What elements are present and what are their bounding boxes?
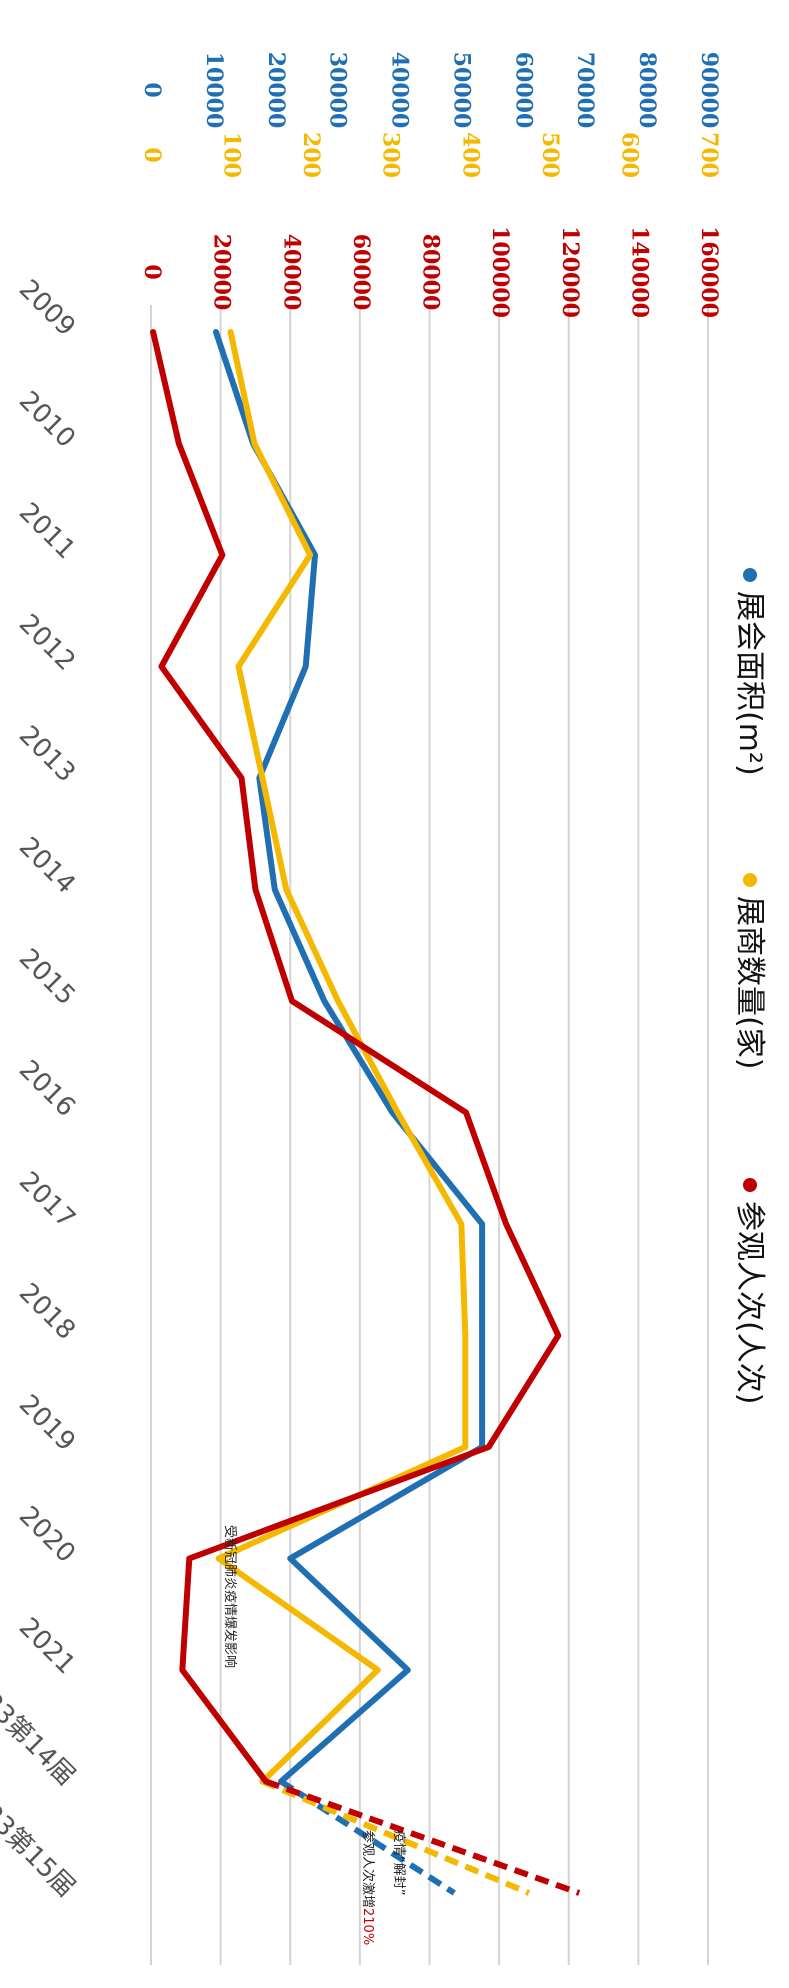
category-label: 2015	[13, 943, 81, 1011]
category-label: 2021	[13, 1612, 81, 1680]
series-lines	[150, 329, 581, 1896]
category-label: 2019	[13, 1389, 81, 1457]
tick-label-visitors: 100000	[487, 226, 513, 318]
tick-label-visitors: 20000	[209, 234, 235, 311]
tick-label-visitors: 140000	[626, 226, 652, 318]
tick-label-area: 80000	[634, 52, 660, 129]
tick-label-visitors: 0	[139, 264, 165, 279]
category-label: 2014	[13, 832, 81, 900]
tick-label-area: 50000	[448, 52, 474, 129]
category-label: 2010	[13, 386, 81, 454]
category-label: 2013	[13, 720, 81, 788]
annotation-reopen: 疫情“解封”	[391, 1830, 407, 1895]
category-label: 2016	[13, 1055, 81, 1123]
annotation-surge-value: 210%	[360, 1908, 375, 1945]
tick-label-visitors: 60000	[348, 234, 374, 311]
category-label: 2009	[13, 274, 81, 342]
category-label: 2011	[13, 497, 81, 565]
tick-label-area: 70000	[572, 52, 598, 129]
series-line	[150, 329, 562, 1785]
category-label: 2018	[13, 1278, 81, 1346]
tick-label-exhibitors: 500	[537, 132, 563, 178]
legend-item-area: 展会面积(m²)	[732, 568, 767, 776]
legend-label-area: 展会面积(m²)	[732, 591, 767, 776]
tick-label-area: 20000	[263, 52, 289, 129]
series-line	[215, 329, 469, 1785]
tick-label-area: 90000	[696, 52, 722, 129]
legend: 展会面积(m²) 展商数量(家) 参观人次(人次)	[732, 568, 767, 1404]
annotation-surge-prefix: 参观人次激增	[360, 1830, 376, 1908]
legend-item-visitors: 参观人次(人次)	[732, 1178, 767, 1404]
category-label: 2023第14届	[0, 1664, 81, 1792]
category-label: 2017	[13, 1166, 81, 1234]
x-axis-category-labels: 2009 2010 2011 2012 2013 2014 2015 2016 2017 2018…	[0, 274, 81, 1903]
tick-label-exhibitors: 600	[616, 132, 642, 178]
category-label: 2012	[13, 609, 81, 677]
legend-marker-visitors	[743, 1178, 757, 1192]
category-label: 2023第15届	[0, 1775, 81, 1903]
tick-label-exhibitors: 0	[139, 147, 165, 162]
annotations: 受新冠肺炎疫情爆发影响 疫情“解封” 参观人次激增210%	[222, 1525, 407, 1945]
tick-label-visitors: 80000	[418, 234, 444, 311]
tick-label-exhibitors: 400	[457, 132, 483, 178]
legend-label-exhibitors: 展商数量(家)	[732, 896, 767, 1069]
category-label: 2020	[13, 1501, 81, 1569]
legend-marker-exhibitors	[743, 873, 757, 887]
legend-marker-area	[743, 568, 757, 582]
series-projection-line	[264, 1778, 581, 1896]
tick-label-exhibitors: 100	[219, 132, 245, 178]
tick-label-area: 40000	[387, 52, 413, 129]
gridlines	[150, 305, 709, 1965]
tick-label-exhibitors: 700	[696, 132, 722, 178]
tick-label-visitors: 40000	[278, 234, 304, 311]
legend-item-exhibitors: 展商数量(家)	[732, 873, 767, 1069]
series-line	[212, 329, 486, 1785]
tick-label-exhibitors: 200	[298, 132, 324, 178]
series-projection-line	[261, 1778, 531, 1896]
tick-label-area: 60000	[510, 52, 536, 129]
annotation-surge: 参观人次激增210%	[360, 1830, 376, 1945]
y-axis-tick-labels: 0 10000 20000 30000 40000 50000 60000 70000 8000…	[139, 52, 722, 318]
tick-label-exhibitors: 300	[378, 132, 404, 178]
tick-label-area: 30000	[325, 52, 351, 129]
tick-label-visitors: 160000	[696, 226, 722, 318]
tick-label-area: 10000	[201, 52, 227, 129]
annotation-covid-impact: 受新冠肺炎疫情爆发影响	[222, 1525, 238, 1668]
tick-label-area: 0	[139, 82, 165, 97]
tick-label-visitors: 120000	[557, 226, 583, 318]
legend-label-visitors: 参观人次(人次)	[732, 1201, 767, 1404]
